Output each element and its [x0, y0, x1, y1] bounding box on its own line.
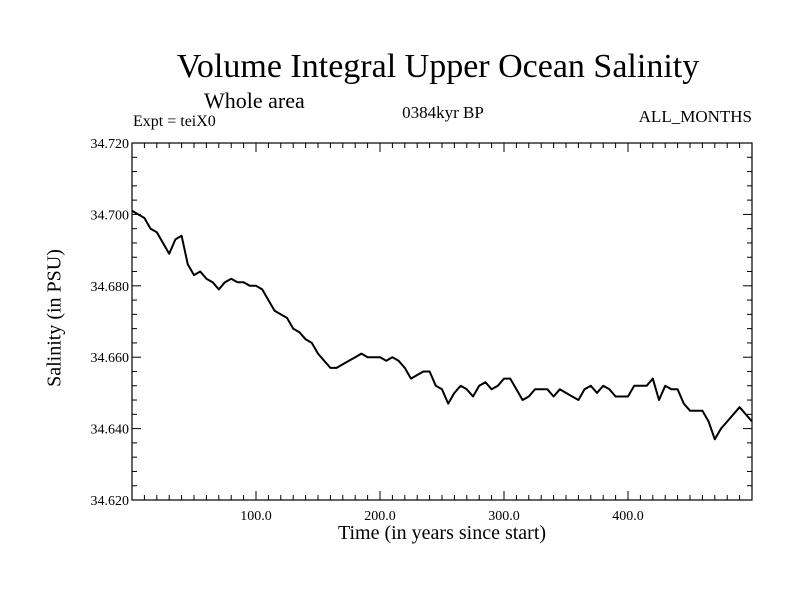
x-tick-label: 100.0 — [240, 509, 272, 524]
x-tick-label: 300.0 — [488, 509, 520, 524]
axis-ticks — [132, 143, 752, 500]
chart-title: Volume Integral Upper Ocean Salinity — [176, 48, 700, 85]
y-tick-label: 34.700 — [91, 208, 130, 223]
chart-subtitle: Whole area — [204, 88, 305, 113]
y-tick-label: 34.680 — [91, 280, 130, 295]
axis-tick-labels: 100.0 200.0 300.0 400.0 34.620 34.640 34.660 34… — [91, 137, 644, 524]
y-tick-label: 34.640 — [91, 423, 130, 438]
plot-frame — [131, 142, 753, 501]
series-line — [131, 209, 753, 441]
y-tick-label: 34.660 — [91, 351, 130, 366]
y-tick-label: 34.620 — [91, 494, 130, 509]
y-tick-label: 34.720 — [91, 137, 130, 152]
x-tick-label: 400.0 — [612, 509, 644, 524]
experiment-label: Expt = teiX0 — [133, 113, 216, 130]
x-tick-label: 200.0 — [364, 509, 396, 524]
period-label: 0384kyr BP — [402, 103, 484, 122]
x-axis-label: Time (in years since start) — [337, 522, 547, 544]
months-label: ALL_MONTHS — [638, 107, 752, 126]
